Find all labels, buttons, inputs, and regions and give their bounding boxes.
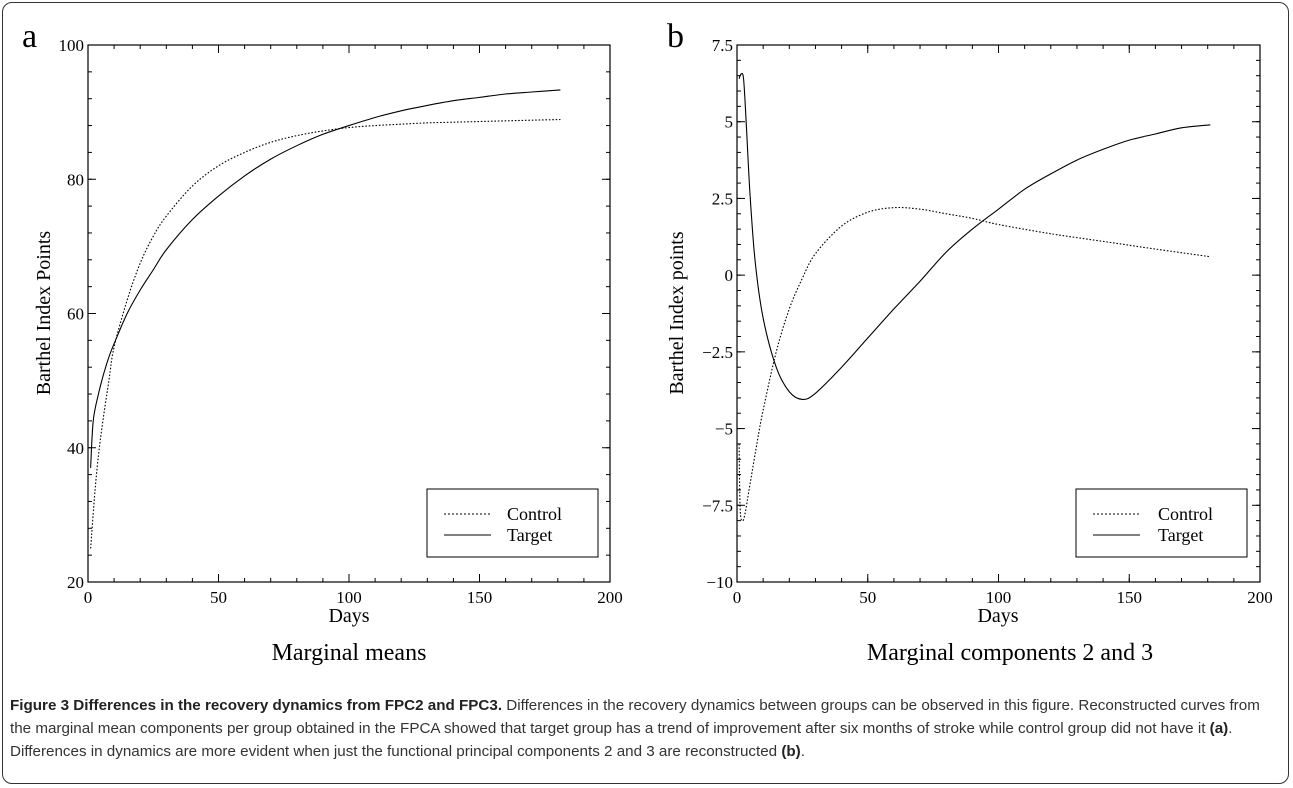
x-tick-label: 50 [859, 588, 876, 607]
series-line-control-a [90, 118, 561, 549]
panel-subtitle-a: Marginal means [272, 640, 427, 666]
x-tick-label: 50 [210, 588, 227, 607]
x-axis-label-b: Days [977, 605, 1018, 627]
series-line-target-b [738, 72, 1211, 401]
panel-letter-a: a [22, 18, 37, 55]
caption-text-2: . Differences in dynamics are more evide… [10, 720, 1233, 760]
y-tick-label: 7.5 [712, 36, 733, 55]
y-tick-label: −10 [706, 573, 733, 592]
caption-ref-b: (b) [781, 743, 801, 760]
y-tick-label: −5 [715, 420, 733, 439]
caption-ref-a: (a) [1209, 720, 1229, 737]
series-line-target-a [90, 89, 561, 468]
x-tick-label: 150 [467, 588, 493, 607]
legend-label-target-a: Target [507, 525, 552, 545]
x-tick-label: 100 [986, 588, 1012, 607]
x-tick-label: 0 [733, 588, 742, 607]
y-axis-label-b: Barthel Index points [666, 231, 688, 395]
legend-box-b [1075, 488, 1248, 558]
legend-a: Control Target [426, 488, 599, 558]
x-tick-label: 0 [84, 588, 93, 607]
curves-b [738, 72, 1211, 522]
caption-text-3: . [800, 743, 805, 760]
y-axis-label-a: Barthel Index Points [33, 231, 55, 396]
series-line-control-b [738, 206, 1211, 522]
legend-label-control-a: Control [507, 504, 562, 524]
y-tick-label: 80 [67, 170, 84, 189]
caption-text-1: Differences in the recovery dynamics bet… [10, 697, 1260, 737]
ticks-b: 0 50 100 150 200 −10 −7.5 −5 −2.5 0 2.5 5 7.5 [702, 36, 1273, 607]
y-tick-label: −2.5 [702, 343, 733, 362]
y-tick-label: 0 [725, 266, 734, 285]
x-tick-label: 100 [336, 588, 362, 607]
legend-label-target-b: Target [1158, 525, 1203, 545]
x-tick-label: 200 [597, 588, 623, 607]
y-tick-label: −7.5 [702, 496, 733, 515]
panel-a: a 0 50 100 150 200 20 40 60 80 100 Days Barthel I… [22, 18, 623, 666]
y-tick-label: 20 [67, 573, 84, 592]
figure-caption: Figure 3 Differences in the recovery dyn… [10, 694, 1280, 763]
y-tick-label: 2.5 [712, 189, 733, 208]
panel-subtitle-b: Marginal components 2 and 3 [867, 640, 1153, 666]
x-tick-label: 200 [1247, 588, 1273, 607]
legend-label-control-b: Control [1158, 504, 1213, 524]
x-axis-label-a: Days [328, 605, 369, 627]
y-tick-label: 100 [59, 36, 85, 55]
curves-a [90, 89, 561, 549]
y-tick-label: 5 [725, 113, 734, 132]
x-tick-label: 150 [1117, 588, 1143, 607]
panel-b: b 0 50 100 150 200 −10 −7.5 −5 −2.5 0 2.5 5 7.5 Days… [666, 18, 1273, 666]
legend-b: Control Target [1075, 488, 1248, 558]
caption-title: Figure 3 Differences in the recovery dyn… [10, 697, 503, 714]
ticks-a: 0 50 100 150 200 20 40 60 80 100 [59, 36, 623, 607]
panel-letter-b: b [667, 18, 684, 55]
y-tick-label: 60 [67, 305, 84, 324]
legend-box-a [426, 488, 599, 558]
y-tick-label: 40 [67, 439, 84, 458]
